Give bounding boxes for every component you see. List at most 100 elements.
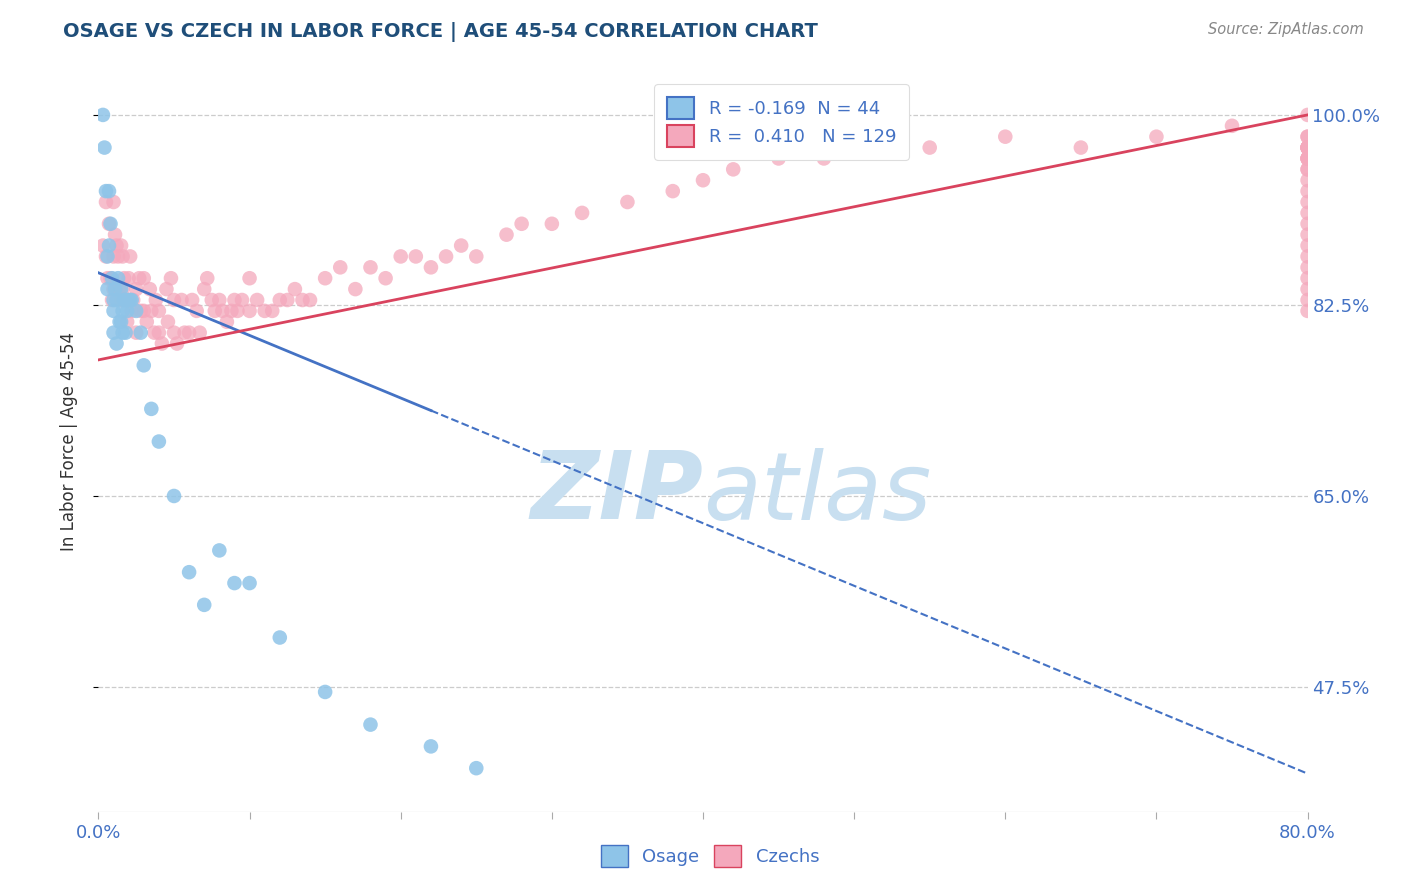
Point (1296, 152, 1319, 166)
Point (135, 315, 157, 329)
Point (239, 576, 262, 591)
Point (98, 217, 121, 231)
Point (107, 271, 129, 285)
Point (215, 315, 238, 329)
Point (96, 282, 118, 296)
Point (1296, 238, 1319, 252)
Point (115, 315, 138, 329)
Point (125, 282, 148, 296)
Point (360, 717, 382, 731)
Point (122, 293, 145, 307)
Point (1296, 140, 1319, 154)
Point (160, 271, 183, 285)
Point (110, 282, 132, 296)
Point (291, 293, 314, 307)
Point (465, 761, 488, 775)
Point (344, 282, 367, 296)
Point (98, 184, 121, 198)
Point (110, 238, 132, 252)
Point (98, 238, 121, 252)
Point (1296, 140, 1319, 154)
Point (108, 315, 131, 329)
Point (661, 184, 683, 198)
Point (114, 326, 136, 340)
Point (105, 293, 128, 307)
Point (1070, 140, 1092, 154)
Point (101, 293, 124, 307)
Point (1296, 140, 1319, 154)
Point (1296, 227, 1319, 242)
Point (918, 140, 941, 154)
Point (1296, 194, 1319, 209)
Point (110, 315, 132, 329)
Point (692, 173, 714, 187)
Point (150, 336, 173, 351)
Point (201, 293, 224, 307)
Point (405, 249, 427, 264)
Point (571, 206, 593, 220)
Point (103, 326, 125, 340)
Point (208, 293, 231, 307)
Point (1296, 217, 1319, 231)
Point (1296, 129, 1319, 144)
Y-axis label: In Labor Force | Age 45-54: In Labor Force | Age 45-54 (59, 332, 77, 551)
Point (179, 565, 201, 579)
Point (120, 249, 142, 264)
Point (111, 282, 134, 296)
Point (118, 271, 141, 285)
Point (103, 249, 125, 264)
Point (1296, 271, 1319, 285)
Point (253, 304, 276, 318)
Point (114, 293, 136, 307)
Point (163, 293, 186, 307)
Point (193, 598, 215, 612)
Point (1296, 293, 1319, 307)
Point (103, 304, 125, 318)
Legend: Osage, Czechs: Osage, Czechs (593, 838, 827, 874)
Point (768, 152, 790, 166)
Point (226, 304, 249, 318)
Point (104, 227, 127, 242)
Point (101, 271, 124, 285)
Point (111, 249, 134, 264)
Point (121, 293, 143, 307)
Point (1296, 162, 1319, 177)
Point (420, 260, 443, 275)
Point (128, 271, 150, 285)
Point (110, 293, 132, 307)
Point (181, 293, 204, 307)
Point (1296, 304, 1319, 318)
Point (125, 326, 148, 340)
Point (148, 434, 170, 449)
Point (1296, 184, 1319, 198)
Point (118, 293, 141, 307)
Point (141, 401, 163, 416)
Point (163, 326, 186, 340)
Point (231, 293, 253, 307)
Point (179, 326, 201, 340)
Point (204, 304, 226, 318)
Legend: R = -0.169  N = 44, R =  0.410   N = 129: R = -0.169 N = 44, R = 0.410 N = 129 (654, 84, 908, 160)
Point (112, 271, 135, 285)
Point (114, 293, 136, 307)
Point (616, 194, 638, 209)
Point (1296, 129, 1319, 144)
Point (148, 304, 170, 318)
Point (844, 140, 866, 154)
Point (1296, 173, 1319, 187)
Point (129, 326, 152, 340)
Point (434, 249, 457, 264)
Point (224, 576, 246, 591)
Point (156, 315, 179, 329)
Point (540, 217, 562, 231)
Point (420, 739, 443, 754)
Point (96, 249, 118, 264)
Point (1296, 152, 1319, 166)
Point (1296, 140, 1319, 154)
Point (132, 359, 155, 373)
Point (91, 238, 114, 252)
Point (284, 282, 307, 296)
Point (173, 326, 195, 340)
Point (121, 304, 143, 318)
Point (155, 282, 177, 296)
